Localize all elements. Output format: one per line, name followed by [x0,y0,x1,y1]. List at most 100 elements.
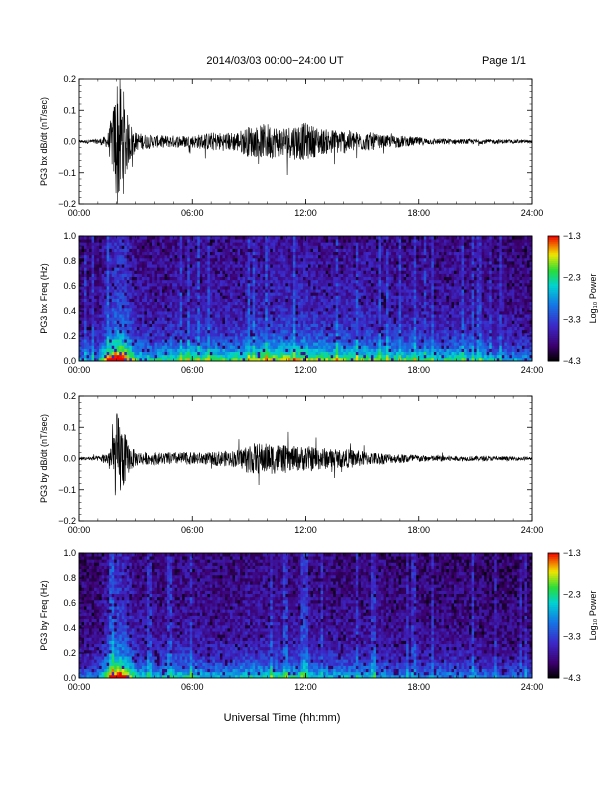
spectrogram-cell [227,248,231,253]
spectrogram-cell [124,251,128,256]
spectrogram-cell [217,351,221,356]
spectrogram-cell [217,242,221,246]
spectrogram-cell [250,339,254,343]
spectrogram-cell [177,351,181,356]
spectrogram-cell [230,326,233,331]
spectrogram-cell [365,326,369,331]
spectrogram-cell [381,251,384,256]
spectrogram-cell [227,311,231,315]
spectrogram-cell [114,276,118,281]
spectrogram-cell [124,351,128,356]
spectrogram-cell [217,326,221,331]
spectrogram-cell [340,242,344,246]
spectrogram-cell [172,245,176,249]
spectrogram-cell [320,351,324,356]
spectrogram-cell [290,323,294,328]
spectrogram-cell [136,351,140,356]
spectrogram-cell [154,317,158,321]
spectrogram-cell [184,336,188,340]
spectrogram-cell [343,342,347,346]
spectrogram-cell [280,261,284,265]
spectrogram-cell [116,345,120,349]
spectrogram-cell [383,342,387,346]
spectrogram-cell [187,336,191,340]
spectrogram-cell [350,354,354,359]
spectrogram-cell [121,311,125,315]
spectrogram-cell [91,264,95,268]
spectrogram-cell [272,307,276,312]
spectrogram-cell [109,320,113,324]
spectrogram-cell [111,357,115,362]
spectrogram-cell [167,245,170,249]
spectrogram-cell [86,292,90,296]
spectrogram-cell [214,298,218,303]
spectrogram-cell [139,348,143,353]
y-axis-label: PG3 bx dB/dt (nT/sec) [39,97,49,186]
spectrogram-cell [129,332,133,337]
spectrogram-cell [197,320,201,324]
spectrogram-cell [131,264,135,268]
spectrogram-cell [162,295,165,299]
spectrogram-cell [318,336,321,340]
spectrogram-cell [94,329,98,334]
spectrogram-cell [328,257,332,262]
spectrogram-cell [245,336,249,340]
spectrogram-cell [255,311,259,315]
spectrogram-cell [149,304,153,309]
spectrogram-cell [260,301,264,306]
spectrogram-cell [209,304,213,309]
spectrogram-cell [270,245,274,249]
spectrogram-cell [144,236,148,240]
series-line [78,79,533,204]
spectrogram-cell [335,301,339,306]
spectrogram-cell [323,270,327,274]
spectrogram-cell [373,307,377,312]
spectrogram-cell [139,286,143,290]
spectrogram-cell [338,348,342,353]
spectrogram-cell [245,270,249,274]
spectrogram-cell [245,354,249,359]
spectrogram-cell [194,245,198,249]
spectrogram-cell [212,251,216,256]
spectrogram-cell [343,304,347,309]
spectrogram-cell [277,354,281,359]
spectrogram-cell [212,329,216,334]
spectrogram-cell [134,273,138,278]
spectrogram-cell [187,289,191,293]
spectrogram-cell [111,248,115,253]
spectrogram-cell [214,292,218,296]
spectrogram-cell [343,261,347,265]
spectrogram-cell [106,239,110,243]
spectrogram-cell [207,298,211,303]
spectrogram-cell [305,295,309,299]
spectrogram-cell [348,307,352,312]
spectrogram-cell [111,264,115,268]
spectrogram-cell [197,345,201,349]
spectrogram-cell [368,317,372,321]
spectrogram-cell [383,311,387,315]
spectrogram-cell [292,332,296,337]
spectrogram-cell [194,251,198,256]
spectrogram-cell [250,317,254,321]
spectrogram-cell [162,354,165,359]
spectrogram-cell [252,257,256,262]
spectrogram-cell [373,311,377,315]
spectrogram-cell [141,304,145,309]
spectrogram-cell [131,326,135,331]
spectrogram-cell [182,251,186,256]
spectrogram-cell [308,276,311,281]
spectrogram-cell [272,270,276,274]
spectrogram-cell [89,257,92,262]
spectrogram-cell [338,323,342,328]
spectrogram-cell [302,248,306,253]
spectrogram-cell [277,257,281,262]
spectrogram-cell [174,317,178,321]
spectrogram-cell [373,320,377,324]
spectrogram-cell [373,236,377,240]
spectrogram-cell [172,248,176,253]
spectrogram-cell [129,236,133,240]
spectrogram-cell [217,301,221,306]
spectrogram-cell [204,323,208,328]
spectrogram-cell [325,354,329,359]
spectrogram-cell [84,276,87,281]
